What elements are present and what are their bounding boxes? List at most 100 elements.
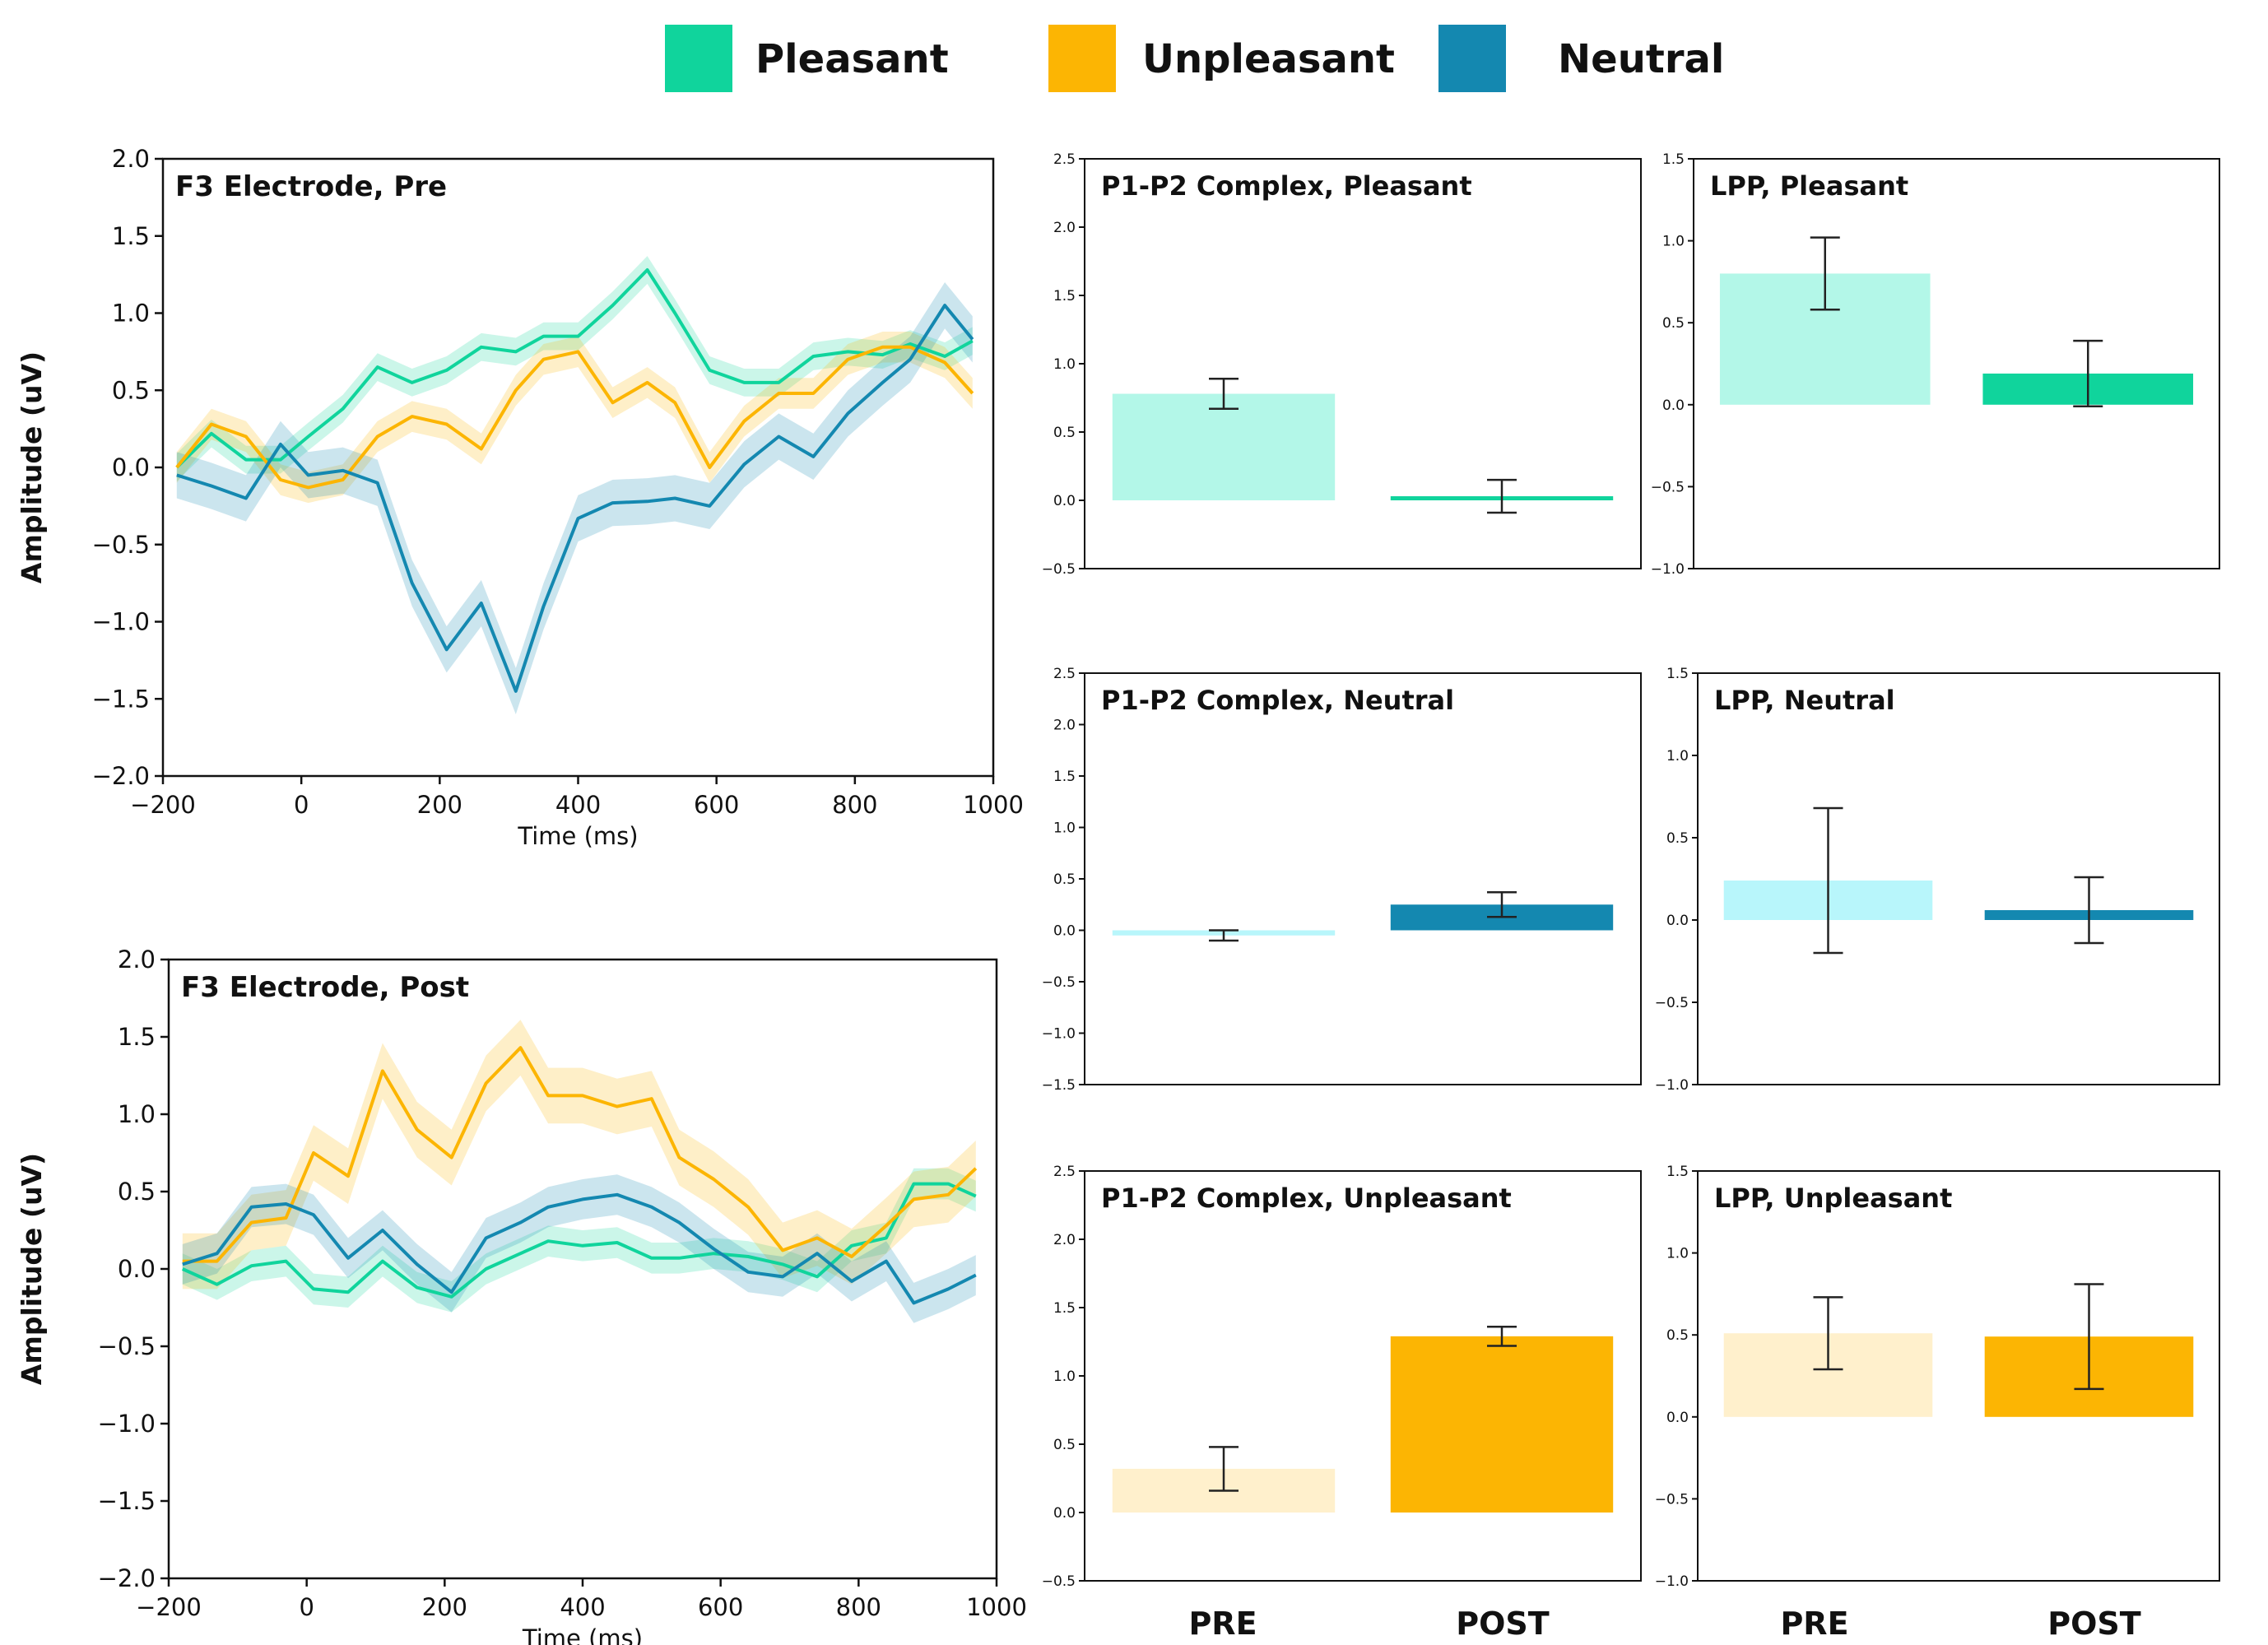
y-tick-label: 1.0	[1666, 1246, 1689, 1262]
y-tick-label: 0.5	[118, 1178, 156, 1206]
legend-swatch-neutral	[1438, 25, 1506, 92]
x-tick-label: 1000	[966, 1593, 1027, 1621]
y-tick-label: 2.5	[1053, 151, 1076, 168]
x-tick-label: 800	[836, 1593, 881, 1621]
x-tick-label: 600	[698, 1593, 743, 1621]
y-tick-label: −0.5	[1655, 1491, 1689, 1508]
chart-p1p2-neutral: −1.5 −1.0 −0.5 0.0 0.5 1.0 1.5 2.0 2.5 P1-P2 Comp…	[1042, 666, 1642, 1094]
y-tick-label: 1.5	[1662, 151, 1685, 168]
category-label-pre: PRE	[1780, 1606, 1848, 1642]
x-axis-label: Time (ms)	[522, 1624, 643, 1645]
y-tick-label: −0.5	[1042, 974, 1076, 991]
x-tick-label: 0	[299, 1593, 314, 1621]
category-labels: PRE POST PRE POST	[1188, 1606, 2140, 1642]
x-tick-label: 200	[417, 791, 462, 819]
y-tick-label: 2.0	[112, 145, 150, 173]
y-tick-label: 0.5	[1053, 1437, 1076, 1453]
y-tick-label: 0.0	[1053, 923, 1076, 940]
y-tick-label: 2.0	[118, 946, 156, 974]
plot-title: LPP, Unpleasant	[1714, 1183, 1952, 1214]
legend-swatch-pleasant	[665, 25, 732, 92]
legend-label-unpleasant: Unpleasant	[1142, 36, 1395, 82]
y-tick-label: 1.5	[112, 222, 150, 250]
chart-p1p2-pleasant: −0.5 0.0 0.5 1.0 1.5 2.0 2.5 P1-P2 Complex, Ple…	[1042, 151, 1642, 578]
y-tick-label: 2.0	[1053, 718, 1076, 734]
y-tick-label: −1.0	[1655, 1573, 1689, 1590]
y-tick-label: 2.5	[1053, 666, 1076, 682]
y-tick-label: 1.5	[1053, 1300, 1076, 1317]
series-line-neutral	[176, 304, 974, 693]
plot-title: LPP, Neutral	[1714, 685, 1895, 716]
confidence-band-unpleasant	[182, 1020, 976, 1290]
legend-label-pleasant: Pleasant	[755, 36, 949, 82]
y-tick-label: −1.0	[1042, 1026, 1076, 1043]
chart-lpp-unpleasant: −1.0 −0.5 0.0 0.5 1.0 1.5 LPP, Unpleasant	[1655, 1164, 2220, 1590]
plots: −2.0 −1.5 −1.0 −0.5 0.0 0.5 1.0 1.5 2.0 −200 0 200 4…	[16, 145, 2220, 1645]
plot-frame	[1084, 672, 1642, 1085]
y-tick-label: 0.5	[1053, 871, 1076, 888]
chart-p1p2-unpleasant: −0.5 0.0 0.5 1.0 1.5 2.0 2.5 P1-P2 Complex, Unp…	[1042, 1164, 1642, 1590]
y-tick-label: −0.5	[1651, 479, 1685, 495]
confidence-band-neutral	[182, 1174, 976, 1323]
y-axis-label: Amplitude (uV)	[16, 351, 48, 583]
series-line-pleasant	[181, 1182, 977, 1299]
y-tick-label: −1.0	[1651, 561, 1685, 578]
series-unpleasant	[182, 1020, 976, 1290]
chart-lpp-neutral: −1.0 −0.5 0.0 0.5 1.0 1.5 LPP, Neutral	[1655, 666, 2220, 1094]
y-tick-label: 1.0	[1053, 820, 1076, 837]
y-tick-label: 1.0	[118, 1100, 156, 1128]
x-tick-label: 400	[555, 791, 601, 819]
y-tick-label: 0.0	[1053, 1505, 1076, 1522]
y-tick-label: 0.5	[1666, 1327, 1689, 1344]
y-tick-label: −1.0	[98, 1410, 156, 1438]
plot-title: P1-P2 Complex, Pleasant	[1101, 170, 1472, 202]
y-tick-label: 1.5	[1053, 288, 1076, 304]
bar-post	[1390, 1336, 1614, 1513]
y-tick-label: 1.0	[1053, 1369, 1076, 1385]
x-tick-label: 400	[560, 1593, 605, 1621]
series-neutral	[182, 1174, 976, 1323]
y-tick-label: 0.5	[112, 376, 150, 404]
y-tick-label: −0.5	[1042, 1573, 1076, 1590]
y-tick-label: 1.5	[1666, 666, 1689, 682]
x-tick-label: 800	[832, 791, 877, 819]
series-line-pleasant	[175, 268, 974, 469]
y-tick-label: 1.5	[118, 1023, 156, 1051]
y-tick-label: −1.5	[98, 1487, 156, 1515]
category-label-pre: PRE	[1188, 1606, 1257, 1642]
legend-swatch-unpleasant	[1048, 25, 1116, 92]
y-tick-label: 1.0	[1053, 356, 1076, 373]
x-tick-label: 1000	[963, 791, 1024, 819]
y-tick-label: 1.5	[1666, 1164, 1689, 1180]
y-tick-label: 2.0	[1053, 1232, 1076, 1248]
plot-frame	[1697, 672, 2220, 1085]
y-tick-label: −0.5	[1042, 561, 1076, 578]
y-tick-label: 2.0	[1053, 220, 1076, 236]
y-tick-label: 1.0	[1662, 234, 1685, 250]
plot-title: F3 Electrode, Pre	[175, 170, 447, 203]
plot-title: P1-P2 Complex, Unpleasant	[1101, 1183, 1512, 1214]
category-label-post: POST	[2047, 1606, 2141, 1642]
y-tick-label: −0.5	[1655, 995, 1689, 1011]
y-tick-label: −0.5	[92, 531, 150, 559]
plot-frame	[1697, 1170, 2220, 1582]
y-tick-label: −2.0	[98, 1564, 156, 1592]
y-tick-label: −1.0	[1655, 1077, 1689, 1094]
y-tick-label: 0.0	[1666, 913, 1689, 929]
x-tick-label: −200	[136, 1593, 202, 1621]
legend-label-neutral: Neutral	[1558, 36, 1724, 82]
y-tick-label: 0.5	[1053, 425, 1076, 441]
series-unpleasant	[176, 332, 973, 504]
y-tick-label: 1.5	[1053, 769, 1076, 785]
x-axis-label: Time (ms)	[517, 822, 638, 850]
x-tick-label: 600	[694, 791, 739, 819]
y-tick-label: 0.0	[1666, 1410, 1689, 1426]
plot-title: LPP, Pleasant	[1710, 170, 1908, 202]
x-tick-label: 200	[422, 1593, 467, 1621]
y-tick-label: −2.0	[92, 762, 150, 790]
y-tick-label: 2.5	[1053, 1164, 1076, 1180]
x-tick-label: −200	[130, 791, 196, 819]
plot-title: P1-P2 Complex, Neutral	[1101, 685, 1454, 716]
y-tick-label: −1.0	[92, 608, 150, 636]
